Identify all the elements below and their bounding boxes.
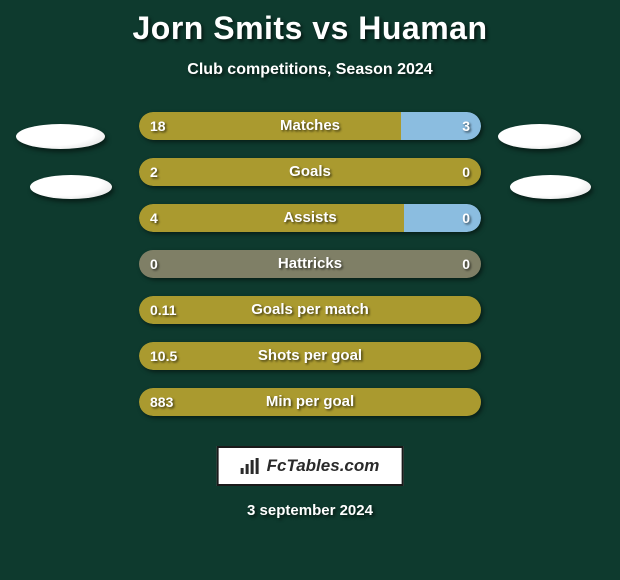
stat-bar-track — [139, 158, 481, 186]
stat-row: Shots per goal10.5 — [0, 342, 620, 370]
stat-bar-track — [139, 204, 481, 232]
stat-bar-track — [139, 250, 481, 278]
page-title: Jorn Smits vs Huaman — [0, 0, 620, 47]
player-avatar — [16, 124, 105, 149]
stat-bar-right — [401, 112, 481, 140]
stat-bar-left — [139, 204, 404, 232]
stat-bar-left — [139, 342, 481, 370]
player-avatar — [498, 124, 581, 149]
stat-bar-track — [139, 296, 481, 324]
logo-text: FcTables.com — [267, 456, 380, 476]
player-avatar — [510, 175, 591, 199]
player-avatar — [30, 175, 112, 199]
stat-bar-left — [139, 296, 481, 324]
stat-bar-left — [139, 112, 401, 140]
fctables-logo: FcTables.com — [217, 446, 404, 486]
comparison-chart: Matches183Goals20Assists40Hattricks00Goa… — [0, 112, 620, 434]
footer-date: 3 september 2024 — [0, 502, 620, 519]
stat-bar-track — [139, 112, 481, 140]
stat-row: Min per goal883 — [0, 388, 620, 416]
stat-bar-left — [139, 388, 481, 416]
stat-row: Hattricks00 — [0, 250, 620, 278]
stat-bar-right — [404, 204, 481, 232]
stat-bar-track — [139, 342, 481, 370]
subtitle: Club competitions, Season 2024 — [0, 61, 620, 79]
stat-row: Goals per match0.11 — [0, 296, 620, 324]
stat-bar-track — [139, 388, 481, 416]
stat-row: Assists40 — [0, 204, 620, 232]
logo-bars-icon — [241, 458, 261, 474]
stat-bar-left — [139, 158, 481, 186]
